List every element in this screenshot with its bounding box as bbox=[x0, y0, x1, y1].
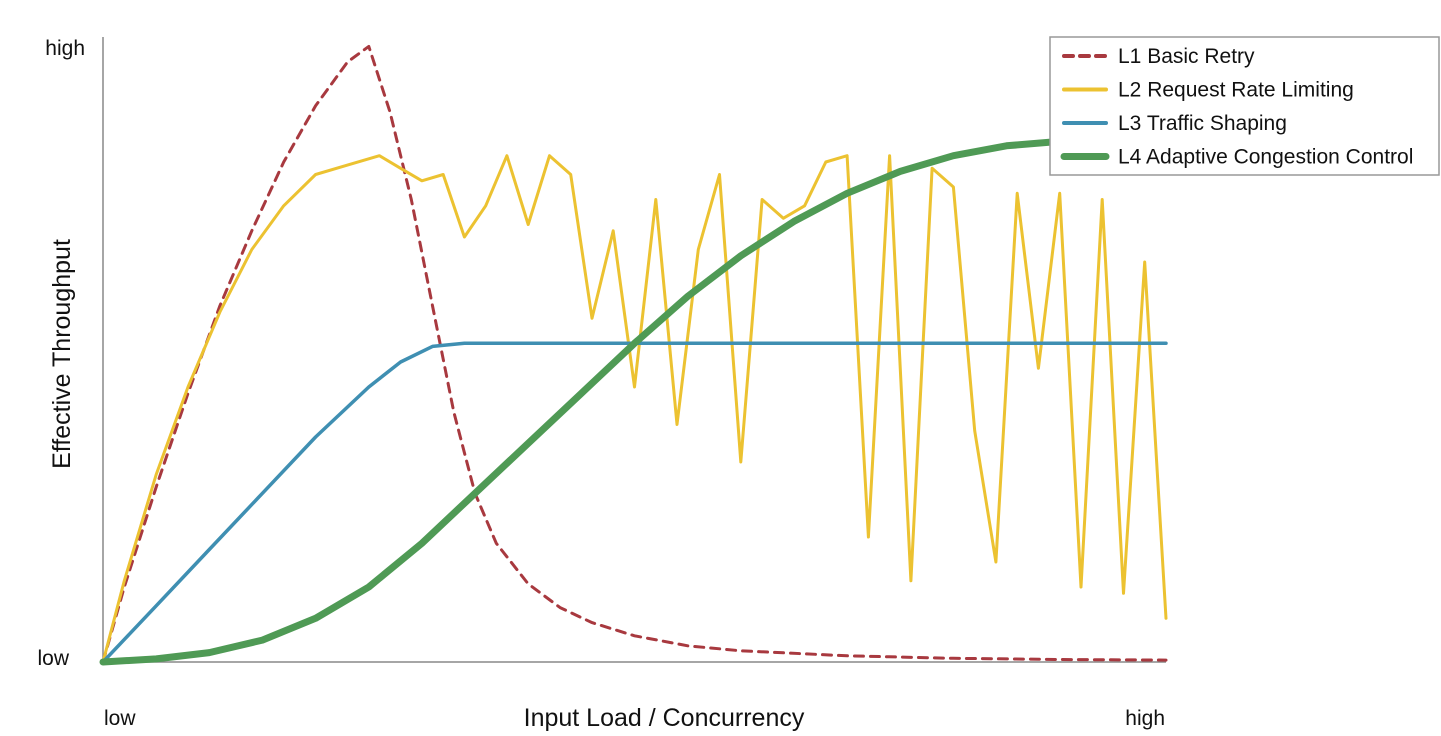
legend-box bbox=[1049, 36, 1440, 176]
x-tick-label-low: low bbox=[104, 707, 136, 730]
y-axis-title: Effective Throughput bbox=[48, 239, 76, 469]
y-tick-label-high: high bbox=[45, 37, 85, 60]
legend-label-l1-basic-retry: L1 Basic Retry bbox=[1118, 45, 1255, 68]
series-line-l1-basic-retry bbox=[101, 44, 1168, 664]
x-tick-label-high: high bbox=[1125, 707, 1165, 730]
series-line-l3-traffic-shaping bbox=[101, 341, 1168, 664]
y-tick-label-low: low bbox=[37, 647, 69, 670]
legend: L1 Basic Retry L2 Request Rate Limiting L3… bbox=[1049, 36, 1440, 176]
x-axis-title: Input Load / Concurrency bbox=[524, 704, 805, 732]
legend-label-l3-traffic-shaping: L3 Traffic Shaping bbox=[1118, 112, 1287, 135]
series-layer bbox=[99, 44, 1170, 666]
legend-label-l2-request-rate-limiting: L2 Request Rate Limiting bbox=[1118, 79, 1354, 102]
series-line-l4-adaptive-congestion-control bbox=[99, 135, 1170, 666]
axes bbox=[102, 37, 1166, 663]
legend-label-l4-adaptive-congestion-control: L4 Adaptive Congestion Control bbox=[1118, 146, 1413, 169]
series-line-l2-request-rate-limiting bbox=[101, 154, 1168, 664]
